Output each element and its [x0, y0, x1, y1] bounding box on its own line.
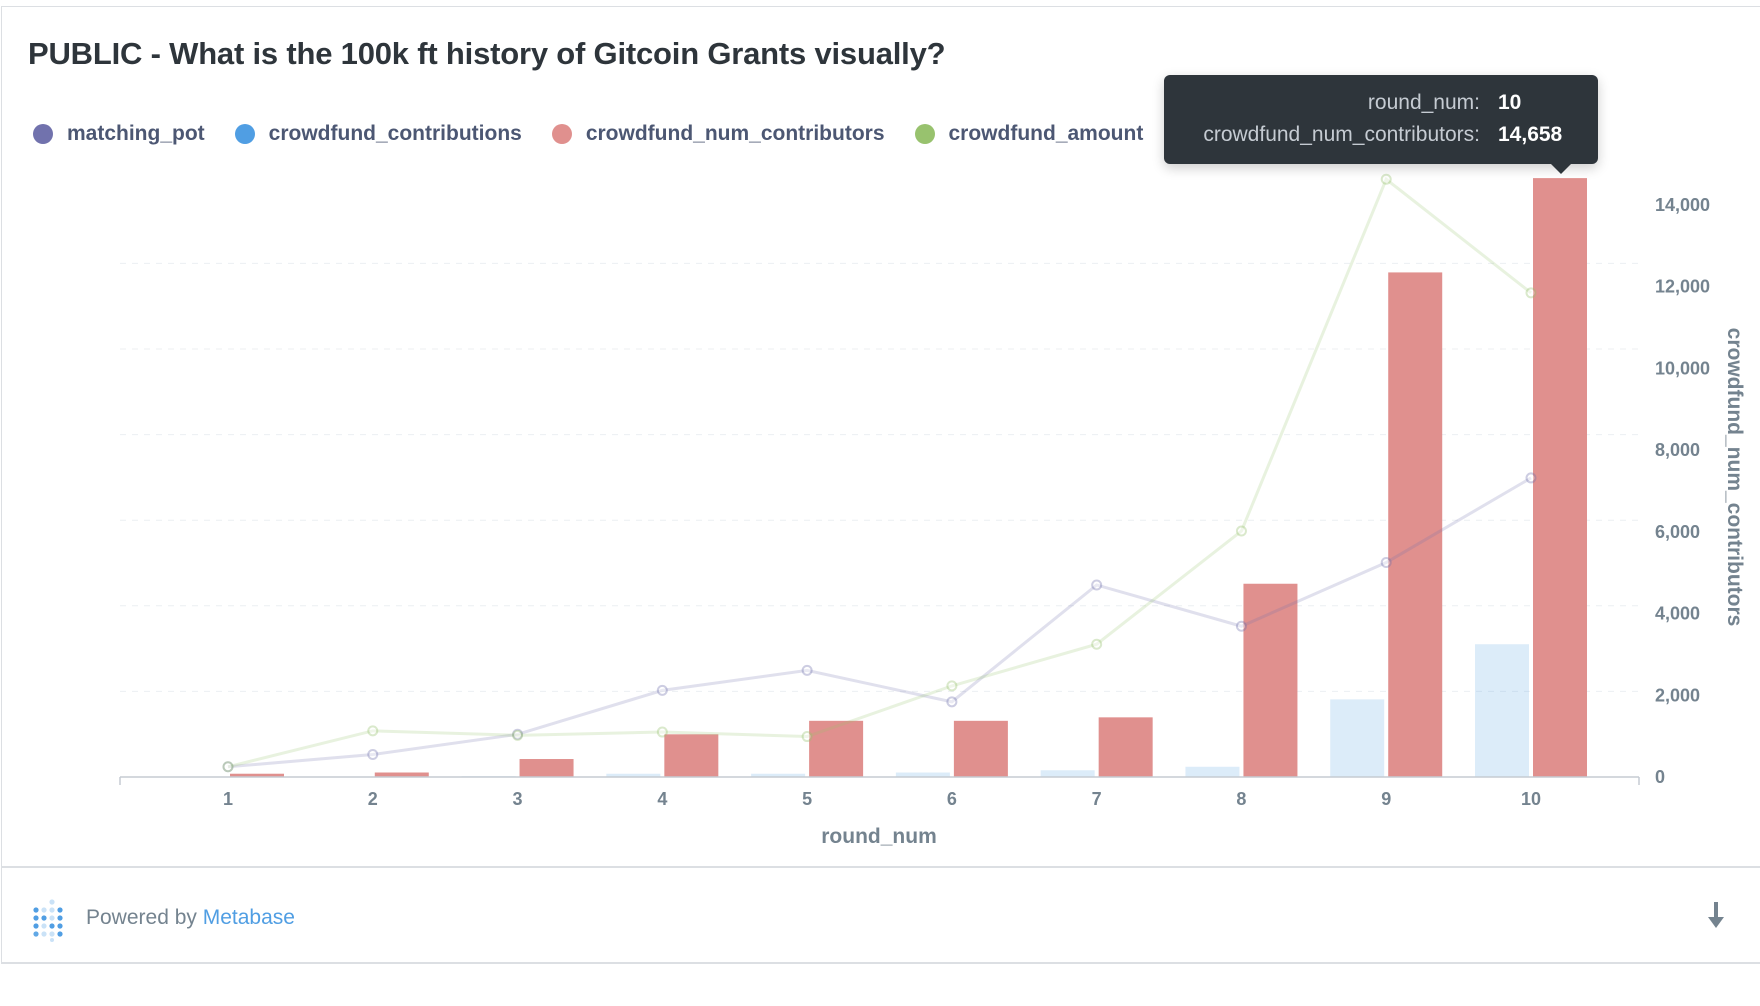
y-tick-label: 8,000 — [1655, 440, 1700, 460]
legend-dot-icon — [234, 124, 255, 144]
point-crowdfund_amount — [1091, 638, 1103, 650]
y-tick-label: 14,000 — [1655, 195, 1710, 215]
x-tick-label: 4 — [657, 789, 667, 809]
point-matching_pot — [1091, 579, 1103, 591]
x-tick-label: 7 — [1092, 789, 1102, 809]
point-matching_pot — [512, 728, 524, 740]
legend-label: crowdfund_contributions — [268, 122, 522, 145]
point-crowdfund_amount — [1380, 173, 1392, 185]
bar-crowdfund_num_contributors — [519, 759, 574, 777]
x-tick-label: 1 — [223, 789, 233, 809]
bar-crowdfund_num_contributors — [1388, 272, 1443, 777]
bar-crowdfund_num_contributors — [953, 720, 1008, 777]
point-crowdfund_amount — [801, 731, 813, 743]
bar-crowdfund_contributions — [1185, 766, 1240, 777]
tooltip-arrow — [1551, 164, 1571, 174]
point-crowdfund_amount — [367, 725, 379, 737]
legend-label: matching_pot — [67, 122, 205, 145]
point-matching_pot — [1525, 472, 1537, 484]
point-matching_pot — [656, 684, 668, 696]
y-tick-label: 6,000 — [1655, 522, 1700, 542]
x-tick-label: 2 — [368, 789, 378, 809]
bar-crowdfund_num_contributors — [374, 772, 429, 777]
chart-title: PUBLIC - What is the 100k ft history of … — [28, 36, 946, 71]
bar-crowdfund_num_contributors — [230, 773, 284, 777]
legend-label: crowdfund_amount — [948, 122, 1144, 145]
tooltip-row: crowdfund_num_contributors: 14,658 — [1203, 123, 1568, 147]
x-tick-label: 6 — [947, 789, 957, 809]
bar-crowdfund_num_contributors — [1098, 717, 1153, 777]
point-matching_pot — [367, 749, 379, 761]
footer: Powered by Metabase — [1, 866, 1760, 964]
bar-crowdfund_num_contributors — [809, 720, 864, 777]
powered-by-text: Powered by Metabase — [86, 906, 295, 930]
point-crowdfund_amount — [222, 761, 234, 773]
bar-crowdfund_num_contributors — [1533, 178, 1587, 778]
line-matching_pot — [227, 476, 1532, 769]
y-tick-label: 10,000 — [1655, 358, 1710, 378]
y-tick-label: 4,000 — [1655, 604, 1700, 624]
point-crowdfund_amount — [512, 729, 524, 741]
bar-crowdfund_contributions — [1330, 699, 1385, 777]
line-crowdfund_amount — [227, 176, 1532, 769]
x-tick-label: 8 — [1236, 789, 1246, 809]
tooltip-value: 14,658 — [1498, 123, 1563, 146]
chart-card — [1, 6, 1760, 964]
bar-crowdfund_contributions — [1475, 644, 1529, 777]
legend: matching_pot crowdfund_contributions cro… — [33, 122, 1143, 146]
point-matching_pot — [1235, 620, 1247, 632]
x-tick-label: 9 — [1381, 789, 1391, 809]
legend-item-crowdfund-contributions[interactable]: crowdfund_contributions — [234, 122, 522, 146]
y-axis-title: crowdfund_num_contributors — [1723, 328, 1746, 627]
arrow-down-icon[interactable] — [1706, 902, 1726, 930]
legend-dot-icon — [33, 124, 53, 144]
bar-crowdfund_contributions — [895, 772, 950, 777]
bar-crowdfund_contributions — [606, 773, 661, 777]
point-crowdfund_amount — [1235, 525, 1247, 537]
legend-dot-icon — [551, 124, 572, 144]
legend-item-crowdfund-amount[interactable]: crowdfund_amount — [914, 122, 1144, 146]
chart-plot: 1 2 3 4 5 6 7 8 9 10 0 2,000 4,000 6,000 8,000 10,000 12… — [119, 173, 1746, 848]
legend-dot-icon — [914, 124, 935, 144]
point-matching_pot — [222, 761, 234, 773]
tooltip-value: 10 — [1498, 91, 1522, 114]
bar-crowdfund_num_contributors — [664, 734, 719, 777]
x-tick-label: 10 — [1521, 789, 1541, 809]
legend-label: crowdfund_num_contributors — [585, 122, 885, 145]
bar-crowdfund_contributions — [1040, 770, 1095, 777]
x-tick-label: 5 — [802, 789, 812, 809]
point-matching_pot — [1380, 557, 1392, 568]
tooltip-key: round_num: — [1367, 91, 1480, 114]
metabase-link[interactable]: Metabase — [202, 906, 295, 929]
point-matching_pot — [801, 664, 813, 676]
y-tick-label: 2,000 — [1655, 685, 1700, 705]
legend-item-crowdfund-num-contributors[interactable]: crowdfund_num_contributors — [551, 122, 885, 146]
bar-crowdfund_num_contributors — [1243, 583, 1298, 777]
y-tick-label: 0 — [1655, 767, 1665, 787]
powered-by-label: Powered by — [86, 906, 197, 929]
tooltip: round_num: 10 crowdfund_num_contributors… — [1164, 75, 1598, 174]
tooltip-key: crowdfund_num_contributors: — [1203, 123, 1480, 146]
point-crowdfund_amount — [656, 726, 668, 738]
x-axis-title: round_num — [821, 825, 937, 848]
point-crowdfund_amount — [1525, 287, 1537, 299]
bar-crowdfund_contributions — [751, 773, 806, 777]
point-matching_pot — [946, 696, 958, 708]
tooltip-row: round_num: 10 — [1368, 91, 1568, 115]
x-tick-label: 3 — [513, 789, 523, 809]
legend-item-matching-pot[interactable]: matching_pot — [33, 122, 205, 146]
point-crowdfund_amount — [946, 680, 958, 692]
y-tick-label: 12,000 — [1655, 277, 1710, 297]
metabase-logo-icon — [33, 899, 63, 942]
